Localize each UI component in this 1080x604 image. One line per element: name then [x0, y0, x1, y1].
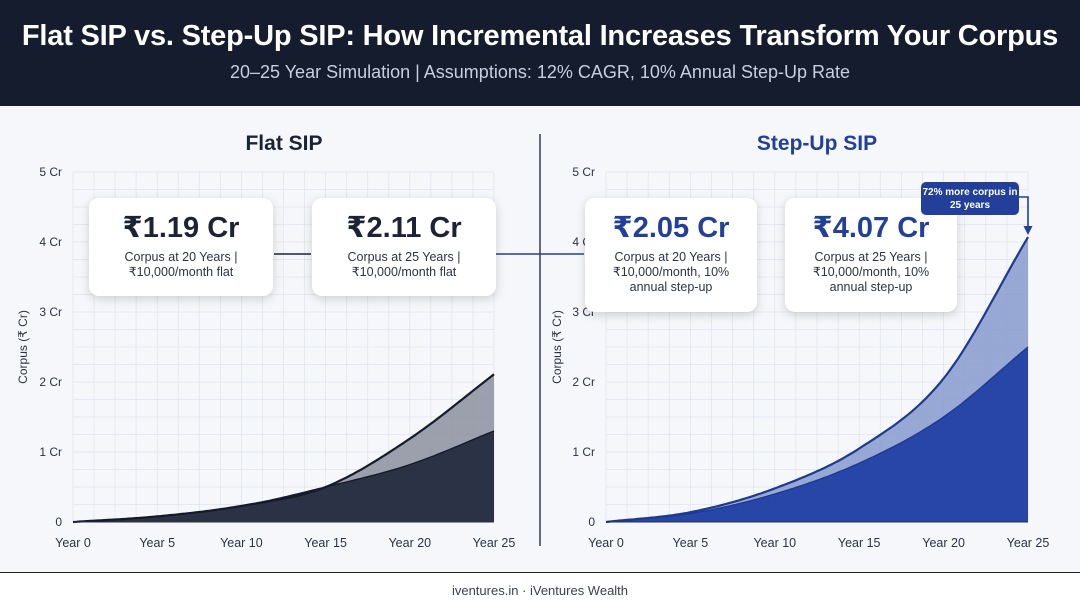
stepup-inner-area: [606, 347, 1028, 522]
x-tick-label: Year 15: [304, 536, 347, 550]
y-tick-label: 5 Cr: [39, 165, 62, 179]
header-banner: Flat SIP vs. Step-Up SIP: How Incrementa…: [0, 0, 1080, 106]
callout-72-percent: 72% more corpus in 25 years: [921, 182, 1019, 215]
chart-title: Step-Up SIP: [757, 132, 877, 155]
x-tick-label: Year 0: [55, 536, 91, 550]
page-title: Flat SIP vs. Step-Up SIP: How Incrementa…: [21, 20, 1059, 52]
y-tick-label: 5 Cr: [572, 165, 595, 179]
flat-inner-area: [73, 431, 494, 522]
stepup-25yr-desc: Corpus at 25 Years | ₹10,000/month, 10% …: [812, 250, 930, 294]
stepup-20yr-value: ₹2.05 Cr: [612, 212, 730, 244]
page-subtitle: 20–25 Year Simulation | Assumptions: 12%…: [229, 62, 851, 82]
stepup-25yr-value: ₹4.07 Cr: [812, 212, 930, 244]
callout-leader: [1019, 196, 1029, 228]
y-axis-label: Corpus (₹ Cr): [550, 310, 564, 384]
y-tick-label: 1 Cr: [39, 445, 62, 459]
flat-sip-chart: Flat SIP 0 1 Cr 2 Cr 3 Cr 4 Cr 5 Cr Corpus (₹ C…: [16, 132, 515, 550]
x-tick-label: Year 5: [673, 536, 709, 550]
stepup-25yr-card: ₹4.07 Cr Corpus at 25 Years | ₹10,000/mo…: [785, 198, 957, 312]
y-tick-label: 3 Cr: [39, 305, 62, 319]
footer: iventures.in · iVentures Wealth: [0, 572, 1080, 604]
stepup-outer-line: [605, 236, 1029, 524]
y-tick-label: 4 Cr: [39, 235, 62, 249]
flat-25yr-desc: Corpus at 25 Years | ₹10,000/month flat: [347, 250, 461, 279]
x-tick-label: Year 0: [588, 536, 624, 550]
x-tick-label: Year 5: [139, 536, 175, 550]
flat-inner-line: [72, 430, 495, 523]
y-tick-label: 2 Cr: [572, 375, 595, 389]
comparison-charts: Flat SIP 0 1 Cr 2 Cr 3 Cr 4 Cr 5 Cr Corpus (₹ C…: [16, 132, 1049, 550]
footer-credit: iventures.in · iVentures Wealth: [451, 583, 629, 598]
flat-20yr-card: ₹1.19 Cr Corpus at 20 Years | ₹10,000/mo…: [89, 198, 273, 296]
x-tick-label: Year 20: [922, 536, 965, 550]
flat-20yr-desc: Corpus at 20 Years | ₹10,000/month flat: [124, 250, 238, 279]
stepup-20yr-card: ₹2.05 Cr Corpus at 20 Years | ₹10,000/mo…: [585, 198, 757, 312]
y-tick-label: 0: [588, 515, 595, 529]
y-axis-label: Corpus (₹ Cr): [16, 310, 30, 384]
x-tick-label: Year 15: [838, 536, 881, 550]
callout-arrow-icon: [1023, 226, 1033, 235]
x-tick-label: Year 10: [753, 536, 796, 550]
x-tick-label: Year 20: [388, 536, 431, 550]
flat-25yr-card: ₹2.11 Cr Corpus at 25 Years | ₹10,000/mo…: [312, 198, 496, 296]
x-tick-label: Year 25: [1007, 536, 1050, 550]
stepup-20yr-desc: Corpus at 20 Years | ₹10,000/month, 10% …: [612, 250, 730, 294]
y-tick-label: 1 Cr: [572, 445, 595, 459]
flat-25yr-value: ₹2.11 Cr: [346, 212, 462, 244]
stepup-inner-line: [605, 346, 1029, 523]
y-tick-label: 0: [55, 515, 62, 529]
x-tick-label: Year 25: [473, 536, 516, 550]
x-tick-label: Year 10: [220, 536, 263, 550]
chart-title: Flat SIP: [245, 132, 322, 155]
y-tick-label: 2 Cr: [39, 375, 62, 389]
flat-20yr-value: ₹1.19 Cr: [122, 212, 240, 244]
